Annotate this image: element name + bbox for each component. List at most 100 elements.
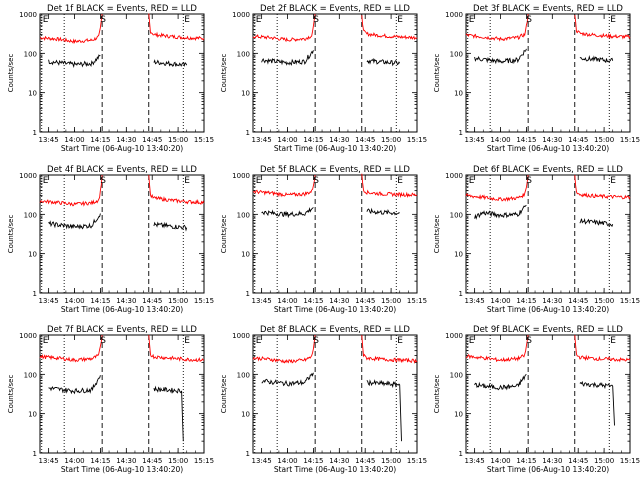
x-tick-label: 13:45 <box>465 136 485 144</box>
events-series-line <box>48 213 101 230</box>
x-tick-label: 14:30 <box>116 136 136 144</box>
events-series-line <box>261 50 314 66</box>
y-tick-label: 100 <box>450 371 463 379</box>
x-tick-label: 14:15 <box>303 136 323 144</box>
y-axis-label: Counts/sec <box>433 54 441 93</box>
x-tick-label: 13:45 <box>252 136 272 144</box>
marker-label: E <box>256 336 262 346</box>
y-tick-label: 10 <box>241 411 250 419</box>
x-tick-label: 14:45 <box>355 136 375 144</box>
panel-title: Det 6f BLACK = Events, RED = LLD <box>473 165 623 175</box>
lld-series-line <box>39 13 103 44</box>
y-axis-label: Counts/sec <box>7 54 15 93</box>
y-tick-label: 10 <box>454 411 463 419</box>
x-tick-label: 15:15 <box>407 136 427 144</box>
x-axis-label: Start Time (06-Aug-10 13:40:20) <box>61 305 183 314</box>
events-series-line <box>48 54 101 69</box>
marker-label: E <box>469 336 475 346</box>
lld-series-line <box>39 174 103 207</box>
x-tick-label: 14:00 <box>490 136 510 144</box>
x-tick-label: 15:00 <box>168 136 188 144</box>
x-tick-label: 14:15 <box>90 457 110 465</box>
y-tick-label: 1 <box>33 450 37 458</box>
events-series-line <box>579 380 615 426</box>
y-tick-label: 100 <box>24 50 37 58</box>
y-tick-label: 1000 <box>445 332 463 340</box>
x-tick-label: 14:15 <box>516 297 536 305</box>
events-series-line <box>48 375 101 395</box>
x-axis-label: Start Time (06-Aug-10 13:40:20) <box>487 465 609 474</box>
x-tick-label: 14:45 <box>568 136 588 144</box>
y-tick-label: 1 <box>33 290 37 298</box>
marker-label: E <box>184 336 190 346</box>
events-series-line <box>579 55 614 63</box>
y-tick-label: 1 <box>459 129 463 137</box>
x-tick-label: 14:30 <box>542 457 562 465</box>
marker-label: S <box>526 336 532 346</box>
events-series-line <box>474 204 527 220</box>
y-tick-label: 1 <box>459 450 463 458</box>
x-tick-label: 13:45 <box>39 297 59 305</box>
events-series-line <box>474 373 527 391</box>
x-tick-label: 15:00 <box>594 457 614 465</box>
events-series-line <box>579 217 614 228</box>
y-tick-label: 1 <box>246 129 250 137</box>
marker-label: E <box>610 15 616 25</box>
marker-label: E <box>610 336 616 346</box>
y-axis-label: Counts/sec <box>220 375 228 414</box>
lld-series-line <box>574 14 631 40</box>
y-tick-label: 10 <box>241 251 250 259</box>
y-axis-label: Counts/sec <box>220 54 228 93</box>
marker-label: E <box>397 15 403 25</box>
x-tick-label: 15:15 <box>620 136 640 144</box>
marker-label: S <box>313 15 319 25</box>
x-tick-label: 13:45 <box>39 136 59 144</box>
y-tick-label: 100 <box>237 371 250 379</box>
x-tick-label: 15:00 <box>381 297 401 305</box>
lld-series-line <box>252 334 316 364</box>
x-tick-label: 14:45 <box>142 297 162 305</box>
y-tick-label: 100 <box>24 371 37 379</box>
lld-series-line <box>361 15 418 41</box>
events-series-line <box>366 379 402 442</box>
y-tick-label: 1 <box>33 129 37 137</box>
y-tick-label: 10 <box>28 90 37 98</box>
events-series-line <box>153 385 184 442</box>
x-tick-label: 14:30 <box>542 297 562 305</box>
y-axis-label: Counts/sec <box>433 215 441 254</box>
y-axis-label: Counts/sec <box>7 375 15 414</box>
panel-3 <box>465 13 631 133</box>
marker-label: S <box>313 336 319 346</box>
marker-label: E <box>610 176 616 186</box>
x-tick-label: 15:15 <box>620 457 640 465</box>
x-tick-label: 14:30 <box>329 297 349 305</box>
x-tick-label: 14:00 <box>64 297 84 305</box>
x-tick-label: 14:15 <box>303 297 323 305</box>
x-tick-label: 14:45 <box>355 457 375 465</box>
x-tick-label: 14:45 <box>142 136 162 144</box>
x-tick-label: 14:45 <box>568 297 588 305</box>
y-tick-label: 1000 <box>232 11 250 19</box>
y-tick-label: 1000 <box>19 11 37 19</box>
x-axis-label: Start Time (06-Aug-10 13:40:20) <box>61 144 183 153</box>
y-tick-label: 1000 <box>19 332 37 340</box>
y-tick-label: 100 <box>24 211 37 219</box>
x-tick-label: 15:15 <box>407 297 427 305</box>
marker-label: E <box>469 15 475 25</box>
y-tick-label: 1000 <box>445 11 463 19</box>
marker-label: S <box>313 176 319 186</box>
x-tick-label: 14:30 <box>329 136 349 144</box>
x-tick-label: 14:30 <box>329 457 349 465</box>
x-tick-label: 14:45 <box>568 457 588 465</box>
plot-frame <box>39 13 205 133</box>
panel-8 <box>252 334 418 454</box>
x-tick-label: 15:15 <box>194 297 214 305</box>
marker-label: S <box>100 176 106 186</box>
panel-4 <box>39 174 205 294</box>
x-tick-label: 13:45 <box>39 457 59 465</box>
lld-series-line <box>465 13 529 42</box>
x-tick-label: 15:00 <box>168 457 188 465</box>
events-series-line <box>153 221 188 232</box>
